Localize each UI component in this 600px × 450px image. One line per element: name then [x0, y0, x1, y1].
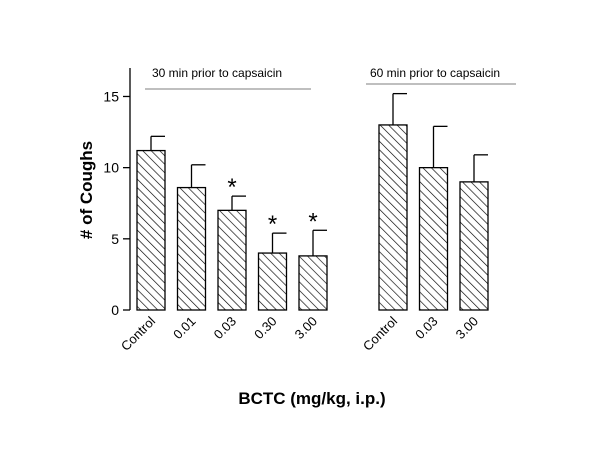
- y-axis-title: # of Coughs: [77, 141, 96, 239]
- group-label-1: 30 min prior to capsaicin: [152, 66, 282, 80]
- bar-group: * 0.30: [251, 211, 288, 343]
- significance-star: *: [227, 174, 236, 201]
- group-label-2: 60 min prior to capsaicin: [370, 66, 500, 80]
- bar-group: Control: [118, 135, 166, 354]
- bar: [378, 124, 408, 311]
- significance-star: *: [308, 208, 317, 235]
- y-tick-label: 10: [103, 160, 119, 176]
- category-label: 3.00: [292, 314, 321, 343]
- bar: [136, 149, 166, 311]
- significance-star: *: [268, 211, 277, 238]
- category-label: 0.01: [170, 314, 199, 343]
- bar-group: * 3.00: [292, 208, 328, 343]
- y-ticks: 0 5 10 15: [103, 88, 130, 318]
- bar-group: 0.01: [170, 164, 207, 343]
- bar: [418, 166, 449, 311]
- y-tick-label: 5: [111, 231, 119, 247]
- bar-group: Control: [360, 92, 408, 354]
- bar-group: * 0.03: [211, 174, 247, 343]
- bar: [459, 181, 489, 311]
- bar-group: 0.03: [412, 125, 449, 343]
- y-tick-label: 15: [103, 88, 119, 104]
- y-tick-label: 0: [111, 302, 119, 318]
- group-labels: 30 min prior to capsaicin 60 min prior to…: [145, 66, 516, 90]
- bar-group: 3.00: [453, 154, 489, 343]
- bar: [298, 255, 328, 311]
- bar: [257, 252, 288, 311]
- category-label: 0.03: [412, 314, 441, 343]
- category-label: Control: [360, 313, 400, 353]
- category-label: Control: [118, 313, 158, 353]
- bar: [176, 186, 207, 311]
- bar: [217, 209, 247, 311]
- category-label: 3.00: [453, 314, 482, 343]
- bars: Control 0.01 * 0.03 * 0.30 * 3.00 Control 0.03 3.0…: [118, 92, 489, 354]
- category-label: 0.03: [211, 314, 240, 343]
- x-axis-title: BCTC (mg/kg, i.p.): [238, 389, 385, 408]
- category-label: 0.30: [251, 314, 280, 343]
